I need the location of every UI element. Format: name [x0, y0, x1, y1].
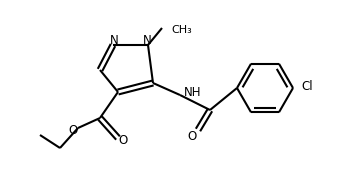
Text: N: N: [110, 33, 118, 46]
Text: CH₃: CH₃: [171, 25, 192, 35]
Text: Cl: Cl: [301, 80, 313, 92]
Text: O: O: [118, 134, 128, 148]
Text: NH: NH: [184, 86, 201, 99]
Text: O: O: [68, 124, 78, 136]
Text: O: O: [187, 130, 196, 143]
Text: N: N: [143, 33, 152, 46]
